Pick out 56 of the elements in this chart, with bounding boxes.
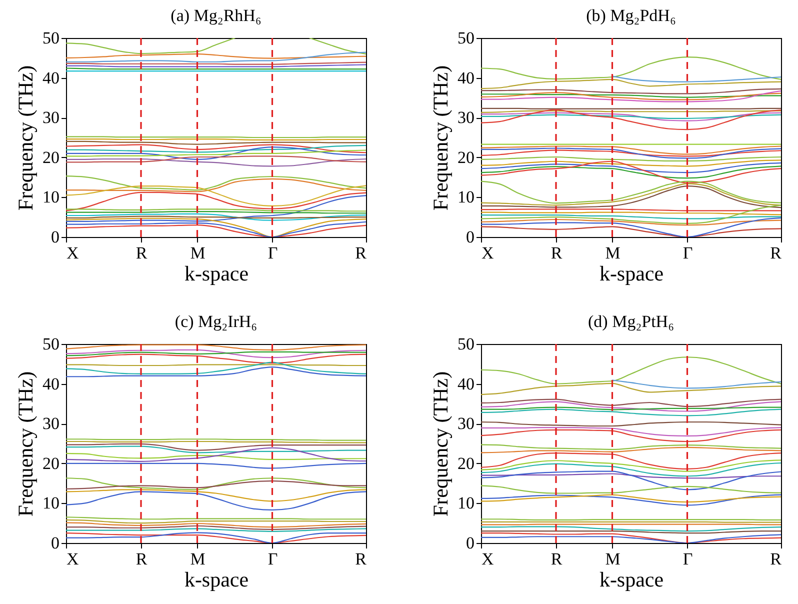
y-tick-label: 20 (458, 454, 474, 473)
chart-title: (c) Mg₂IrH₆ (174, 312, 258, 331)
x-tick-label: R (770, 550, 782, 568)
y-tick-label: 20 (458, 148, 474, 167)
x-tick-label: R (136, 244, 148, 262)
y-axis-title: Frequency (THz) (428, 371, 452, 517)
y-tick-label: 0 (466, 534, 474, 552)
y-tick-label: 40 (458, 374, 474, 394)
y-tick-label: 20 (42, 148, 60, 167)
x-tick-label: X (482, 244, 494, 262)
y-axis-title: Frequency (THz) (428, 65, 452, 211)
y-axis-title: Frequency (THz) (14, 371, 38, 517)
y-tick-label: 50 (42, 28, 60, 48)
y-tick-label: 40 (458, 68, 474, 88)
x-tick-label: X (482, 550, 494, 568)
x-tick-label: R (550, 244, 563, 262)
y-axis-title: Frequency (THz) (14, 65, 38, 211)
y-tick-label: 50 (42, 334, 60, 354)
chart-title: (b) Mg₂PdH₆ (586, 6, 676, 25)
y-tick-label: 40 (42, 374, 60, 394)
y-tick-label: 20 (42, 454, 60, 473)
x-tick-label: Γ (682, 550, 693, 568)
y-tick-label: 30 (42, 414, 60, 434)
y-tick-label: 0 (466, 228, 474, 246)
x-tick-label: M (190, 550, 206, 568)
y-tick-label: 50 (458, 334, 474, 354)
y-tick-label: 30 (42, 108, 60, 128)
x-tick-label: X (66, 550, 79, 568)
x-tick-label: R (136, 550, 148, 568)
x-axis-title: k-space (599, 262, 664, 286)
x-axis-title: k-space (184, 262, 249, 286)
x-axis-title: k-space (599, 568, 664, 592)
x-tick-label: R (770, 244, 782, 262)
y-tick-label: 40 (42, 68, 60, 88)
x-tick-label: Γ (682, 244, 693, 262)
x-tick-label: M (605, 550, 620, 568)
y-tick-label: 0 (51, 534, 60, 552)
x-tick-label: M (190, 244, 206, 262)
x-axis-title: k-space (184, 568, 249, 592)
chart-title: (a) Mg₂RhH₆ (170, 6, 262, 25)
y-tick-label: 10 (458, 188, 474, 207)
y-tick-label: 30 (458, 414, 474, 434)
x-tick-label: M (605, 244, 620, 262)
y-tick-label: 10 (458, 494, 474, 513)
y-tick-label: 10 (42, 188, 60, 207)
y-tick-label: 50 (458, 28, 474, 48)
x-tick-label: Γ (268, 244, 278, 262)
x-tick-label: R (550, 550, 563, 568)
x-tick-label: R (355, 550, 368, 568)
x-tick-label: R (355, 244, 368, 262)
y-tick-label: 30 (458, 108, 474, 128)
chart-title: (d) Mg₂PtH₆ (588, 312, 674, 331)
x-tick-label: Γ (268, 550, 278, 568)
y-tick-label: 0 (51, 228, 60, 246)
x-tick-label: X (66, 244, 79, 262)
y-tick-label: 10 (42, 494, 60, 513)
